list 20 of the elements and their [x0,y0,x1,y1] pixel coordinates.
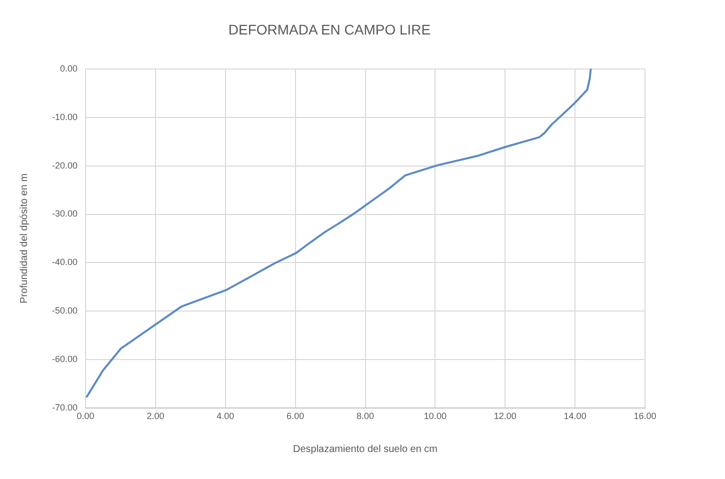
y-axis-title: Profundidad del dpósito en m [18,173,30,304]
x-axis-title: Desplazamiento del suelo en cm [292,444,438,455]
y-tick-label: -50.00 [52,306,78,316]
x-tick-label: 2.00 [146,411,164,422]
y-tick-label: -30.00 [52,208,78,219]
x-tick-label: 8.00 [356,411,374,422]
y-tick-label: 0.00 [60,63,78,74]
x-tick-label: 16.00 [634,411,656,422]
y-tick-label: -70.00 [52,402,78,413]
y-tick-label: -60.00 [52,354,78,364]
chart-title: DEFORMADA EN CAMPO LIRE [228,21,431,38]
x-tick-label: 4.00 [216,411,234,422]
x-tick-label: 14.00 [564,411,586,422]
y-tick-label: -10.00 [52,112,78,122]
y-tick-label: -20.00 [52,160,78,170]
y-tick-label: -40.00 [52,257,78,268]
x-tick-label: 10.00 [424,411,446,422]
x-tick-label: 6.00 [286,411,304,422]
x-tick-label: 0.00 [76,411,94,422]
x-tick-label: 12.00 [494,411,516,422]
